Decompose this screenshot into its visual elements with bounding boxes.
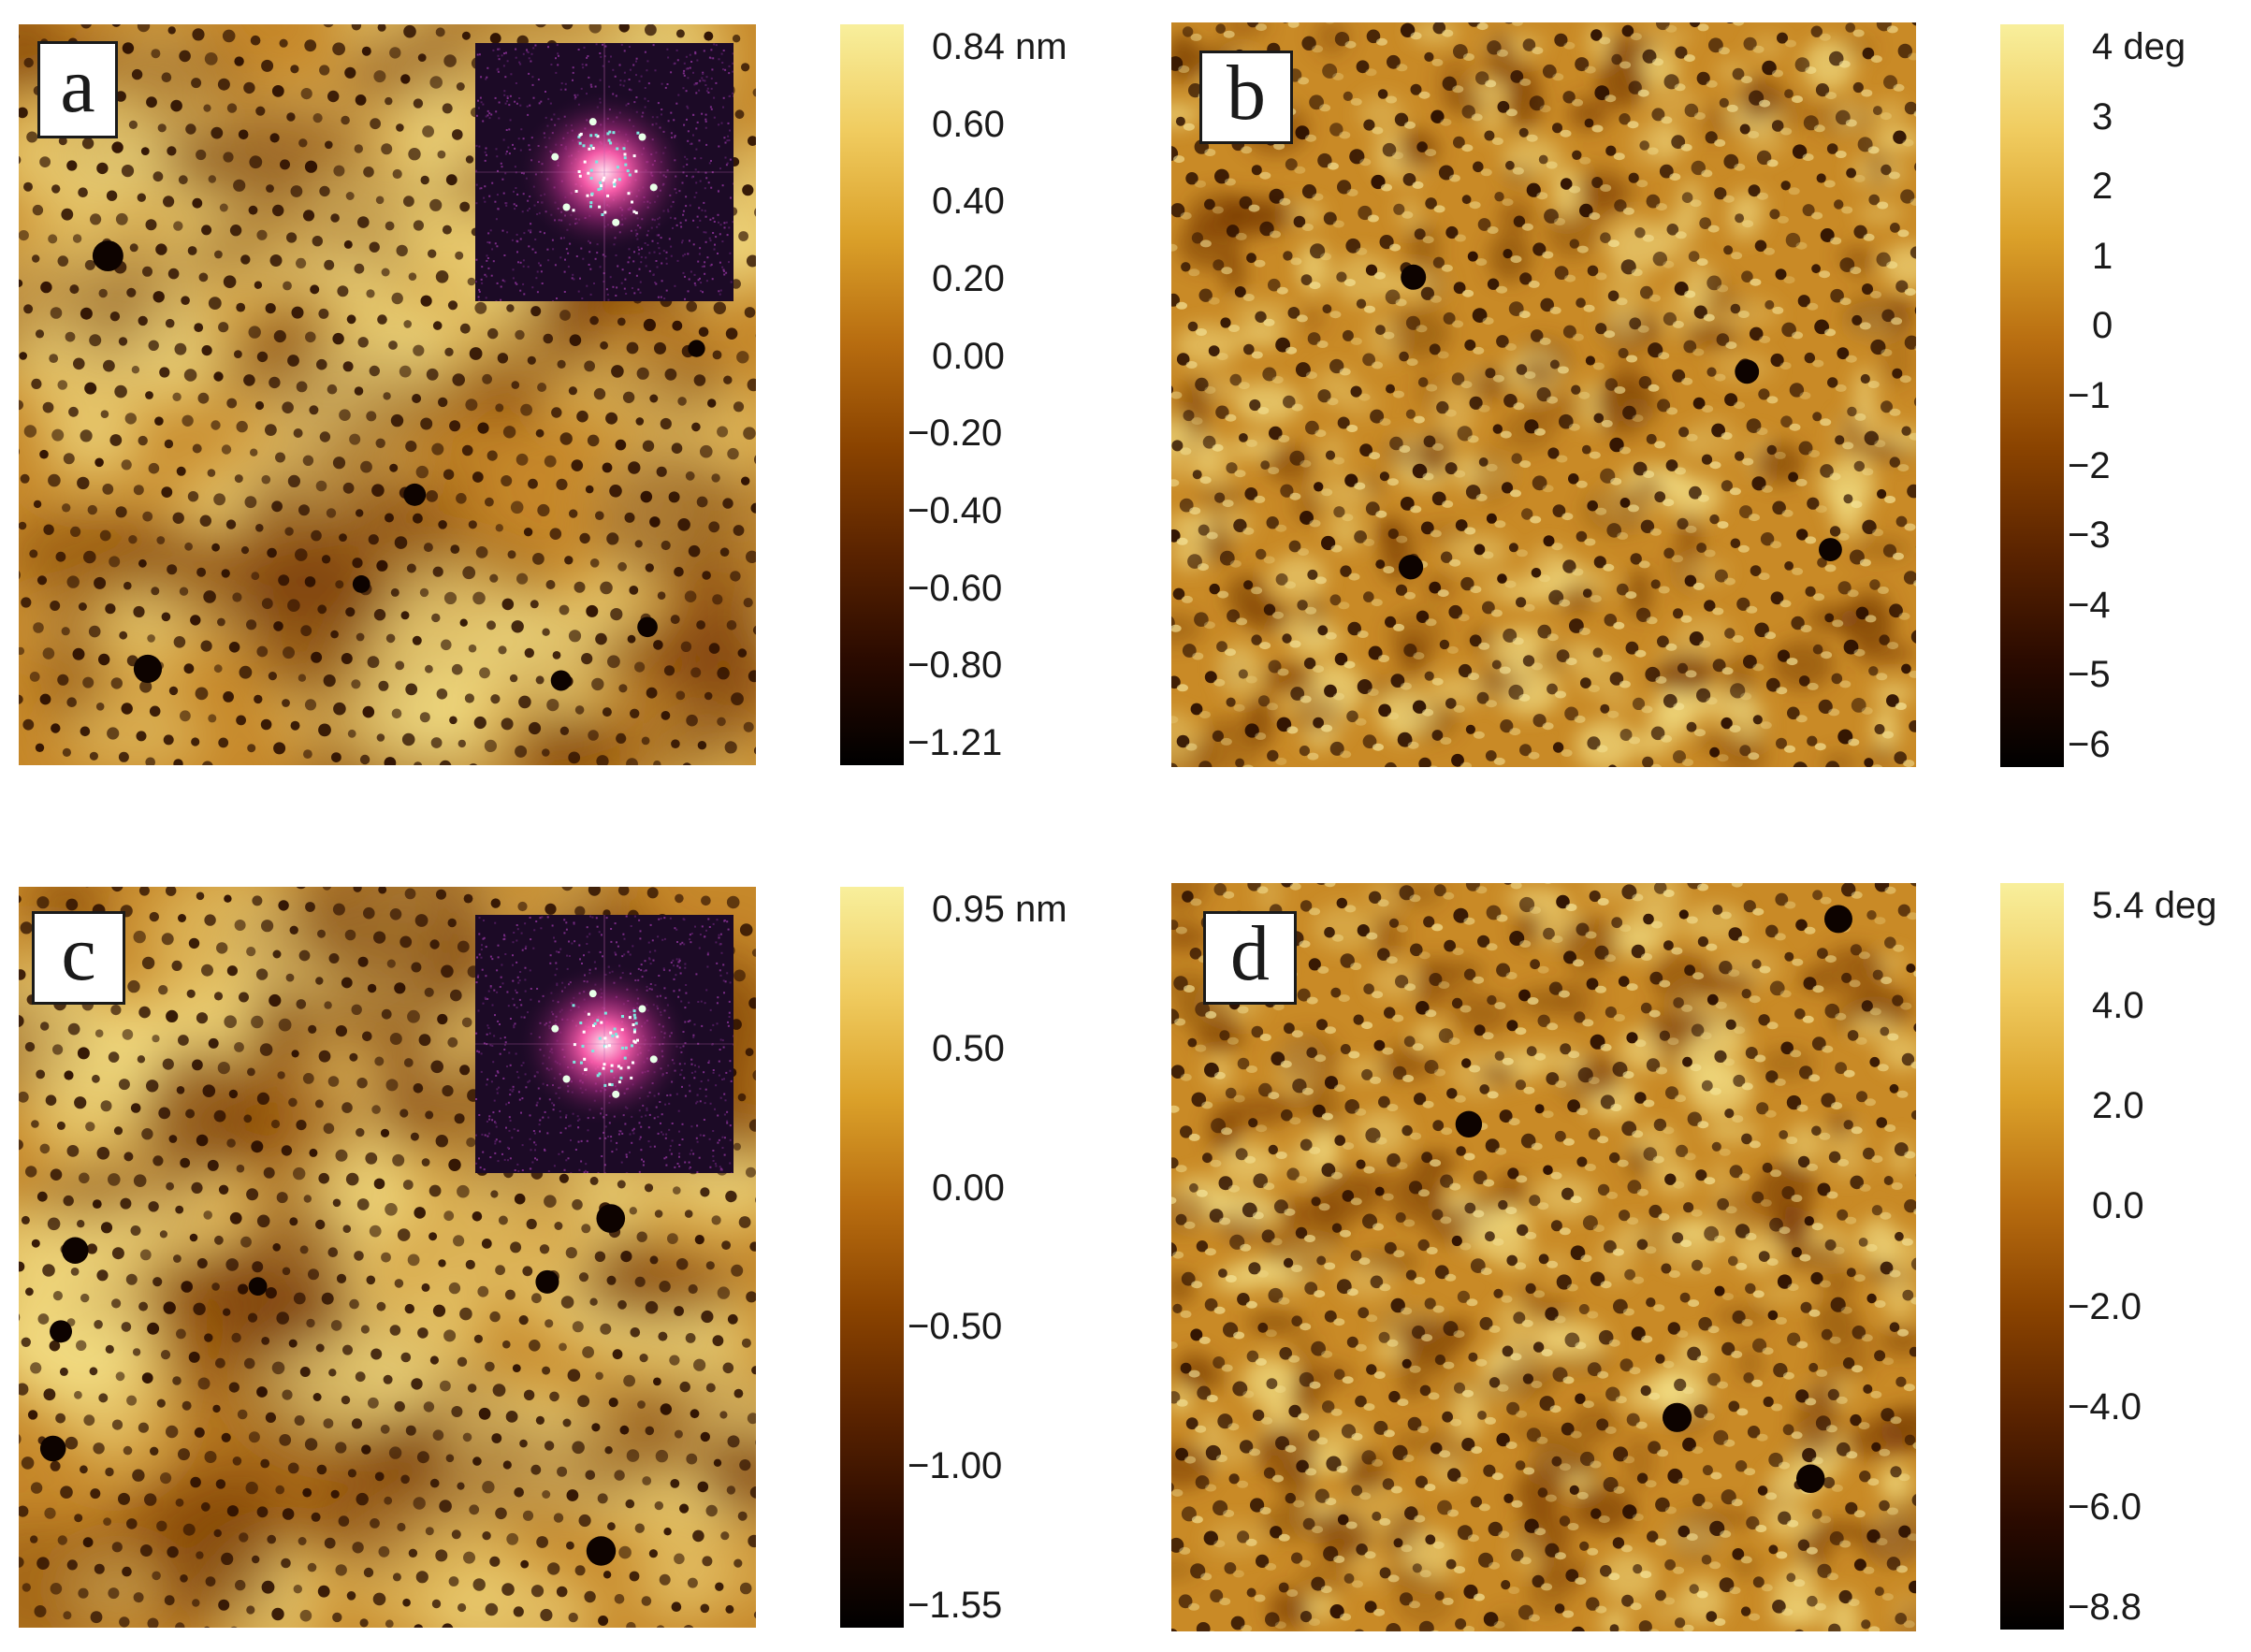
colorbar-tick-label: −0.80 [908,645,1003,687]
colorbar-tick-label: −2.0 [2068,1285,2142,1327]
afm-height-image-a [19,24,756,765]
colorbar-tick-label: −8.8 [2068,1587,2142,1628]
colorbar-c [840,887,904,1628]
panel-label-a: a [37,41,118,138]
colorbar-tick-label: 0 [2092,305,2113,347]
colorbar-tick-label: 0.20 [932,258,1005,299]
colorbar-tick-label: −4.0 [2068,1385,2142,1427]
colorbar-tick-label: 0.50 [932,1027,1005,1069]
colorbar-tick-label: −1.55 [908,1585,1003,1626]
colorbar-tick-label: 0.60 [932,103,1005,145]
colorbar-tick-label: −4 [2068,584,2111,626]
colorbar-tick-label: −3 [2068,514,2111,557]
colorbar-tick-label: −6.0 [2068,1485,2142,1528]
colorbar-tick-label: 0.40 [932,181,1005,223]
colorbar-tick-label: −0.20 [908,413,1003,455]
panel-label-b: b [1199,51,1293,144]
colorbar-tick-label: 0.00 [932,1167,1005,1209]
colorbar-tick-label: −6 [2068,724,2111,765]
fft-inset-a [475,43,733,301]
colorbar-tick-label: −0.50 [908,1306,1003,1348]
colorbar-tick-label: −1.00 [908,1445,1003,1487]
colorbar-tick-label: −0.40 [908,490,1003,531]
afm-phase-image-b [1171,22,1916,767]
fft-inset-c [475,915,733,1173]
colorbar-tick-label: 3 [2092,95,2113,138]
colorbar-b [2000,24,2064,767]
colorbar-tick-label: −5 [2068,654,2111,696]
colorbar-tick-label: 4 deg [2092,26,2186,67]
colorbar-tick-label: 2 [2092,166,2113,208]
colorbar-tick-label: −1.21 [908,722,1003,763]
panel-label-d: d [1203,911,1297,1005]
colorbar-a [840,24,904,765]
panel-label-c: c [32,911,125,1005]
colorbar-tick-label: −0.60 [908,567,1003,609]
colorbar-tick-label: 5.4 deg [2092,885,2217,926]
colorbar-tick-label: −1 [2068,375,2111,416]
colorbar-tick-label: −2 [2068,444,2111,486]
colorbar-tick-label: 4.0 [2092,985,2144,1027]
colorbar-tick-label: 1 [2092,235,2113,277]
colorbar-tick-label: 0.00 [932,335,1005,377]
colorbar-tick-label: 0.84 nm [932,26,1067,67]
colorbar-d [2000,883,2064,1630]
colorbar-tick-label: 2.0 [2092,1085,2144,1127]
afm-phase-image-d [1171,883,1916,1631]
colorbar-tick-label: 0.0 [2092,1185,2144,1227]
colorbar-tick-label: 0.95 nm [932,889,1067,930]
